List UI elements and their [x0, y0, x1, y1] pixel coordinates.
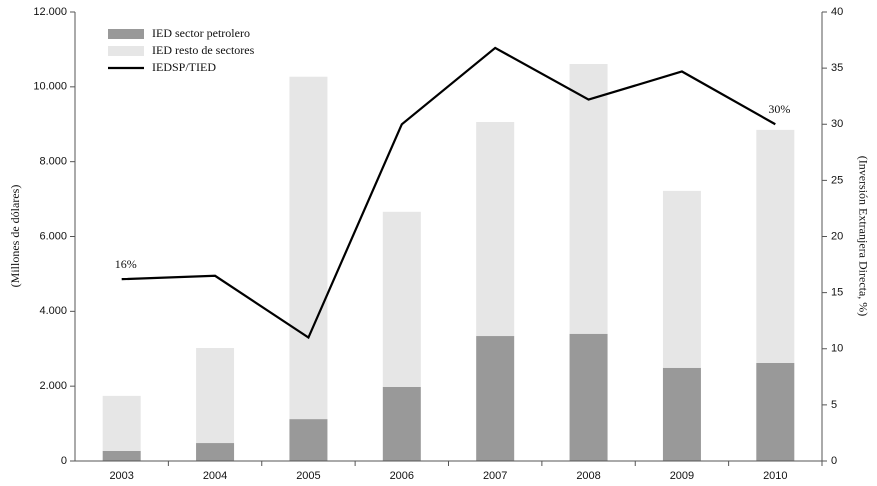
- bar: [196, 348, 235, 444]
- y2-tick-label: 0: [831, 455, 837, 467]
- data-label: 30%: [768, 102, 790, 116]
- y-tick-label: 12.000: [33, 6, 67, 18]
- y-tick-label: 2.000: [39, 380, 67, 392]
- bar: [476, 122, 515, 337]
- bar: [662, 190, 701, 368]
- bar: [756, 129, 795, 363]
- y2-tick-label: 25: [831, 174, 843, 186]
- bar: [289, 419, 328, 461]
- bar: [102, 450, 141, 461]
- bar: [569, 333, 608, 461]
- data-label: 16%: [115, 257, 137, 271]
- legend-label: IEDSP/TIED: [152, 60, 216, 74]
- y-tick-label: 6.000: [39, 230, 67, 242]
- y-tick-label: 4.000: [39, 305, 67, 317]
- y2-tick-label: 40: [831, 6, 843, 18]
- x-tick-label: 2005: [296, 470, 320, 482]
- bar: [662, 367, 701, 461]
- y2-tick-label: 30: [831, 118, 843, 130]
- bar: [102, 395, 141, 451]
- bar: [569, 64, 608, 334]
- legend-label: IED sector petrolero: [152, 26, 250, 40]
- bar: [476, 336, 515, 461]
- y-tick-label: 8.000: [39, 156, 67, 168]
- y2-tick-label: 20: [831, 230, 843, 242]
- x-tick-label: 2008: [576, 470, 600, 482]
- y2-tick-label: 35: [831, 62, 843, 74]
- y-tick-label: 0: [61, 455, 67, 467]
- y2-tick-label: 15: [831, 287, 843, 299]
- x-tick-label: 2010: [763, 470, 787, 482]
- y-tick-label: 10.000: [33, 81, 67, 93]
- bar: [382, 386, 421, 461]
- bar: [382, 211, 421, 387]
- legend-swatch: [108, 46, 144, 56]
- bar: [196, 443, 235, 461]
- y-axis-label: (Millones de dólares): [8, 185, 22, 288]
- x-tick-label: 2006: [390, 470, 414, 482]
- y2-axis-label: (Inversión Extranjera Directa, %): [856, 156, 870, 317]
- x-tick-label: 2003: [109, 470, 133, 482]
- line: [121, 46, 776, 340]
- bar: [756, 362, 795, 461]
- x-tick-label: 2009: [670, 470, 694, 482]
- y2-tick-label: 5: [831, 399, 837, 411]
- legend-label: IED resto de sectores: [152, 43, 255, 57]
- x-tick-label: 2004: [203, 470, 227, 482]
- bar: [289, 76, 328, 420]
- legend-swatch: [108, 29, 144, 39]
- y2-tick-label: 10: [831, 343, 843, 355]
- x-tick-label: 2007: [483, 470, 507, 482]
